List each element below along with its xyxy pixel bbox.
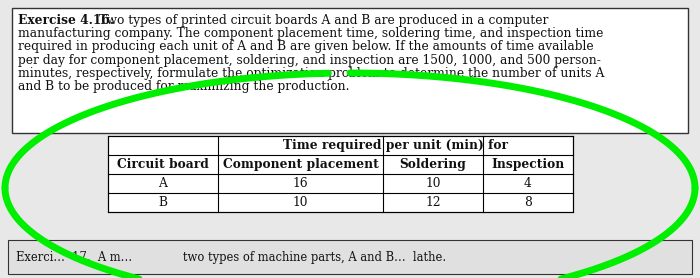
Text: per day for component placement, soldering, and inspection are 1500, 1000, and 5: per day for component placement, solderi… <box>18 54 601 67</box>
Text: 8: 8 <box>524 196 532 209</box>
Text: 16: 16 <box>293 177 308 190</box>
Text: 12: 12 <box>425 196 441 209</box>
Text: Circuit board: Circuit board <box>117 158 209 171</box>
Text: Time required per unit (min) for: Time required per unit (min) for <box>283 139 508 152</box>
FancyBboxPatch shape <box>8 240 692 274</box>
Text: Exercise 4.16.: Exercise 4.16. <box>18 14 114 27</box>
Text: minutes, respectively, formulate the optimization problem to determine the numbe: minutes, respectively, formulate the opt… <box>18 67 604 80</box>
Text: 4: 4 <box>524 177 532 190</box>
Text: and B to be produced for maximizing the production.: and B to be produced for maximizing the … <box>18 80 349 93</box>
Text: required in producing each unit of A and B are given below. If the amounts of ti: required in producing each unit of A and… <box>18 40 594 53</box>
Text: Two types of printed circuit boards A and B are produced in a computer: Two types of printed circuit boards A an… <box>91 14 548 27</box>
FancyBboxPatch shape <box>108 136 573 212</box>
Text: Soldering: Soldering <box>400 158 466 171</box>
Text: 10: 10 <box>293 196 308 209</box>
Text: A: A <box>159 177 167 190</box>
Text: manufacturing company. The component placement time, soldering time, and inspect: manufacturing company. The component pla… <box>18 27 603 40</box>
Text: B: B <box>158 196 167 209</box>
Text: Exerci…  17.  A m…              two types of machine parts, A and B…  lathe.: Exerci… 17. A m… two types of machine pa… <box>16 250 446 264</box>
Text: Inspection: Inspection <box>491 158 565 171</box>
FancyBboxPatch shape <box>12 8 688 133</box>
Text: 10: 10 <box>426 177 441 190</box>
Text: Component placement: Component placement <box>223 158 379 171</box>
